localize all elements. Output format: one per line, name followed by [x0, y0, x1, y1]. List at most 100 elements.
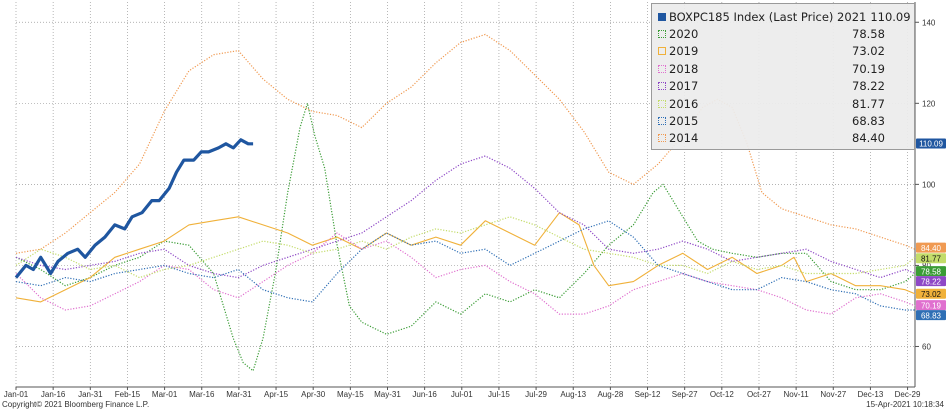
legend-value: 110.09 — [870, 9, 911, 24]
legend-label: 2016 — [669, 96, 699, 111]
x-tick-label: Mar-31 — [226, 390, 252, 399]
series-line-2018 — [15, 232, 916, 315]
x-tick-label: Feb-15 — [115, 390, 141, 399]
badge-background — [916, 300, 946, 311]
legend-item-2018: 2018 70.19 — [658, 60, 908, 77]
legend-swatch — [658, 82, 666, 91]
y-tick-label: 120 — [922, 99, 936, 108]
badge-value: 68.83 — [921, 311, 942, 320]
y-tick-label: 100 — [922, 180, 936, 189]
series-line-2017 — [15, 155, 916, 279]
legend-title: BOXPC185 Index (Last Price) 2021 — [669, 9, 867, 24]
series-line-2020 — [15, 102, 916, 372]
series-line-2019 — [15, 212, 916, 303]
x-tick-label: Mar-01 — [152, 390, 178, 399]
legend-label: 2014 — [669, 131, 699, 146]
legend-value: 68.83 — [852, 114, 885, 129]
x-tick-label: Apr-30 — [301, 390, 326, 399]
legend-value: 70.19 — [852, 61, 885, 76]
x-tick-label: Oct-12 — [710, 390, 735, 399]
x-tick-label: Jan-01 — [4, 390, 29, 399]
legend-item-2015: 2015 68.83 — [658, 112, 908, 129]
legend-swatch — [658, 64, 666, 73]
badge-value: 84.40 — [921, 244, 942, 253]
y-tick-label: 60 — [922, 342, 931, 351]
badge-value: 73.02 — [921, 290, 942, 299]
badge-value: 110.09 — [919, 140, 943, 149]
badge-background — [916, 266, 946, 277]
copyright-footer: Copyright© 2021 Bloomberg Finance L.P. — [2, 400, 150, 409]
x-tick-label: Sep-27 — [672, 390, 698, 399]
x-tick-label: May-31 — [374, 390, 401, 399]
series-line-2016 — [15, 216, 916, 279]
x-tick-label: Jul-29 — [525, 390, 547, 399]
last-value-badge-2021: 110.09 — [916, 138, 946, 149]
last-value-badge-2017: 78.22 — [916, 276, 946, 286]
y-axis-ticks: 60 80 100 120 140 — [915, 18, 936, 351]
badge-background — [916, 276, 946, 287]
chart-legend: BOXPC185 Index (Last Price) 2021 110.09 … — [651, 3, 915, 150]
last-value-badge-2019: 73.02 — [916, 288, 946, 299]
badge-background — [916, 242, 946, 253]
x-axis-ticks: Jan-01 Jan-16 Jan-31 Feb-15 Mar-01 Mar-16 Mar-… — [4, 387, 921, 399]
legend-item-2014: 2014 84.40 — [658, 130, 908, 147]
x-tick-label: Jul-01 — [451, 390, 473, 399]
y-tick-label: 80 — [922, 261, 931, 270]
legend-item-2019: 2019 73.02 — [658, 43, 908, 60]
legend-item-2020: 2020 78.58 — [658, 25, 908, 42]
badge-value: 70.19 — [921, 301, 942, 310]
legend-value: 84.40 — [852, 131, 885, 146]
legend-label: 2017 — [669, 79, 699, 94]
y-tick-label: 140 — [922, 18, 936, 27]
legend-swatch — [658, 12, 666, 21]
legend-swatch — [658, 117, 666, 126]
legend-swatch — [658, 99, 666, 108]
last-value-badge-2014: 84.40 — [916, 242, 946, 253]
badge-background — [916, 253, 946, 264]
x-tick-label: Mar-16 — [189, 390, 215, 399]
legend-value: 81.77 — [852, 96, 885, 111]
x-tick-label: Apr-15 — [264, 390, 289, 399]
badge-value: 78.22 — [921, 277, 942, 286]
x-tick-label: Dec-13 — [858, 390, 884, 399]
x-tick-label: Aug-28 — [597, 390, 623, 399]
legend-title-row: BOXPC185 Index (Last Price) 2021 110.09 — [658, 8, 911, 25]
timestamp-footer: 15-Apr-2021 10:18:34 — [866, 400, 944, 409]
last-value-badge-2018: 70.19 — [916, 300, 946, 310]
legend-label: 2020 — [669, 27, 699, 42]
series-lines — [14, 33, 916, 372]
legend-swatch — [658, 134, 666, 143]
legend-label: 2018 — [669, 61, 699, 76]
legend-value: 78.58 — [852, 27, 885, 42]
x-tick-label: Oct-27 — [747, 390, 772, 399]
x-tick-label: Sep-12 — [635, 390, 661, 399]
series-line-2014 — [15, 33, 916, 254]
badge-background — [916, 288, 946, 299]
x-tick-label: Dec-29 — [895, 390, 921, 399]
legend-value: 78.22 — [852, 79, 885, 94]
x-tick-label: Jul-15 — [488, 390, 510, 399]
badge-value: 78.58 — [921, 267, 942, 276]
badge-background — [916, 138, 946, 149]
x-tick-label: Nov-11 — [784, 390, 810, 399]
x-tick-label: Nov-27 — [820, 390, 846, 399]
x-tick-label: Jan-16 — [41, 390, 66, 399]
legend-item-2017: 2017 78.22 — [658, 78, 908, 95]
last-value-badge-2015: 68.83 — [916, 310, 946, 320]
legend-swatch — [658, 47, 666, 56]
legend-item-2016: 2016 81.77 — [658, 95, 908, 112]
x-tick-label: Jun-16 — [412, 390, 437, 399]
last-value-badge-2020: 78.58 — [916, 266, 946, 276]
last-value-badge-2016: 81.77 — [916, 253, 946, 263]
legend-swatch — [658, 30, 666, 39]
x-tick-label: Jan-31 — [78, 390, 103, 399]
series-line-2021 — [14, 138, 254, 279]
legend-value: 73.02 — [852, 44, 885, 59]
legend-label: 2019 — [669, 44, 699, 59]
badge-value: 81.77 — [921, 254, 942, 263]
badge-background — [916, 310, 946, 321]
gridlines — [15, 2, 916, 388]
legend-label: 2015 — [669, 114, 699, 129]
